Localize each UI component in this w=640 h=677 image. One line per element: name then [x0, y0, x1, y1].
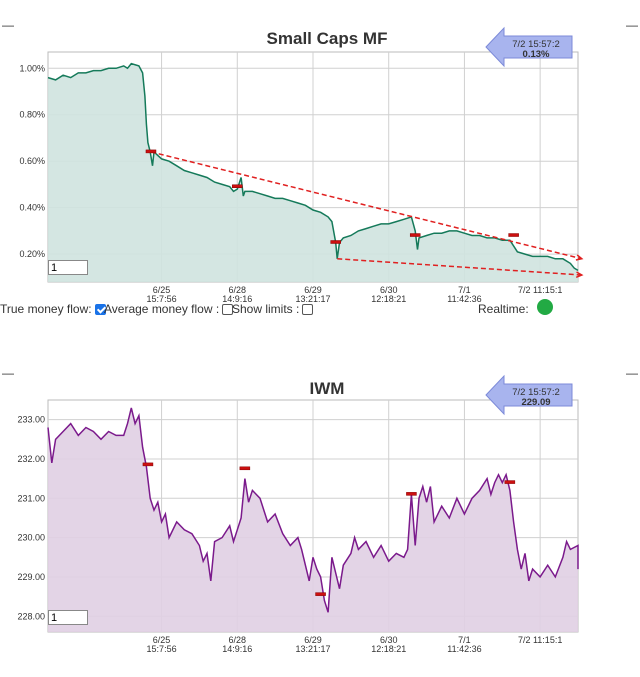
x-tick-label: 15:7:56: [147, 294, 177, 302]
trendline: [150, 151, 582, 260]
collapse-dash-left[interactable]: —: [2, 18, 14, 32]
show-limits-label: Show limits :: [232, 302, 300, 316]
badge-value: 229.09: [521, 397, 550, 408]
y-tick-label: 0.80%: [19, 110, 45, 120]
realtime-group: Realtime:: [478, 298, 553, 316]
y-tick-label: 231.00: [17, 493, 45, 503]
x-tick-label: 6/30: [380, 285, 398, 295]
chart-title: Small Caps MF: [267, 29, 388, 48]
chart-iwm: 228.00 229.00 230.00 231.00 232.00 233.00 6/25…: [17, 374, 579, 654]
show-limits-checkbox[interactable]: [302, 303, 314, 315]
signal-marker: [239, 466, 251, 471]
series-area: [48, 407, 578, 632]
x-tick-label: 14:9:16: [222, 644, 252, 654]
realtime-label: Realtime:: [478, 302, 529, 316]
trendline-arrowhead: [575, 254, 584, 261]
signal-marker: [145, 149, 157, 154]
controls-bar: True money flow: Average money flow : Sh…: [0, 299, 640, 320]
collapse-dash-right-2[interactable]: —: [626, 366, 638, 380]
x-tick-label: 7/2 11:15:1: [518, 635, 562, 645]
signal-marker: [330, 240, 341, 244]
x-tick-label: 6/30: [380, 635, 398, 645]
series-area: [48, 63, 578, 282]
x-tick-label: 12:18:21: [371, 644, 406, 654]
true-money-flow-group: True money flow:: [0, 302, 109, 316]
x-tick-label: 11:42:36: [447, 294, 481, 302]
x-tick-label: 11:42:36: [447, 644, 481, 654]
x-tick-label: 7/1: [458, 635, 471, 645]
x-tick-label: 14:9:16: [222, 294, 252, 302]
chart-small-caps-input[interactable]: [48, 260, 88, 275]
true-money-flow-checkbox[interactable]: [94, 303, 106, 315]
y-tick-label: 0.40%: [19, 203, 45, 213]
x-tick-label: 6/29: [304, 635, 322, 645]
show-limits-group: Show limits :: [232, 302, 316, 316]
collapse-dash-right[interactable]: —: [626, 18, 638, 32]
signal-marker: [406, 492, 417, 496]
series-line: [47, 62, 579, 272]
y-tick-label: 228.00: [17, 611, 45, 621]
signal-marker: [315, 592, 326, 596]
signal-marker: [504, 480, 516, 484]
y-tick-label: 0.20%: [19, 249, 45, 259]
x-tick-label: 6/25: [153, 285, 171, 295]
average-money-flow-group: Average money flow :: [104, 302, 236, 316]
y-tick-label: 233.00: [17, 415, 45, 425]
signal-marker: [508, 233, 519, 237]
y-tick-label: 229.00: [17, 572, 45, 582]
average-money-flow-checkbox[interactable]: [222, 303, 234, 315]
latest-value-badge: [485, 26, 573, 68]
average-money-flow-label: Average money flow :: [104, 302, 220, 316]
x-tick-label: 13:21:17: [295, 294, 330, 302]
trendline-arrowhead: [575, 271, 584, 278]
x-tick-label: 12:18:21: [371, 294, 406, 302]
x-tick-label: 6/29: [304, 285, 322, 295]
x-tick-label: 6/28: [229, 635, 247, 645]
x-tick-label: 15:7:56: [147, 644, 177, 654]
series-line: [47, 407, 579, 613]
signal-marker: [232, 184, 243, 188]
badge-value: 0.13%: [523, 49, 550, 60]
true-money-flow-label: True money flow:: [0, 302, 92, 316]
trendline: [337, 258, 582, 276]
signal-marker: [142, 462, 154, 467]
y-tick-label: 232.00: [17, 454, 45, 464]
chart-iwm-input[interactable]: [48, 610, 88, 625]
collapse-dash-left-2[interactable]: —: [2, 366, 14, 380]
x-tick-label: 7/1: [458, 285, 471, 295]
latest-value-badge: [485, 374, 573, 416]
signal-marker: [409, 233, 421, 237]
y-tick-label: 230.00: [17, 533, 45, 543]
x-tick-label: 13:21:17: [295, 644, 330, 654]
x-tick-label: 6/28: [229, 285, 247, 295]
x-tick-label: 7/2 11:15:1: [518, 285, 562, 295]
y-tick-label: 1.00%: [19, 63, 45, 73]
realtime-status-indicator[interactable]: [536, 299, 553, 315]
chart-title: IWM: [310, 379, 345, 398]
badge-time: 7/2 15:57:2: [512, 39, 560, 50]
x-tick-label: 6/25: [153, 635, 171, 645]
badge-time: 7/2 15:57:2: [512, 387, 560, 398]
y-tick-label: 0.60%: [19, 156, 45, 166]
